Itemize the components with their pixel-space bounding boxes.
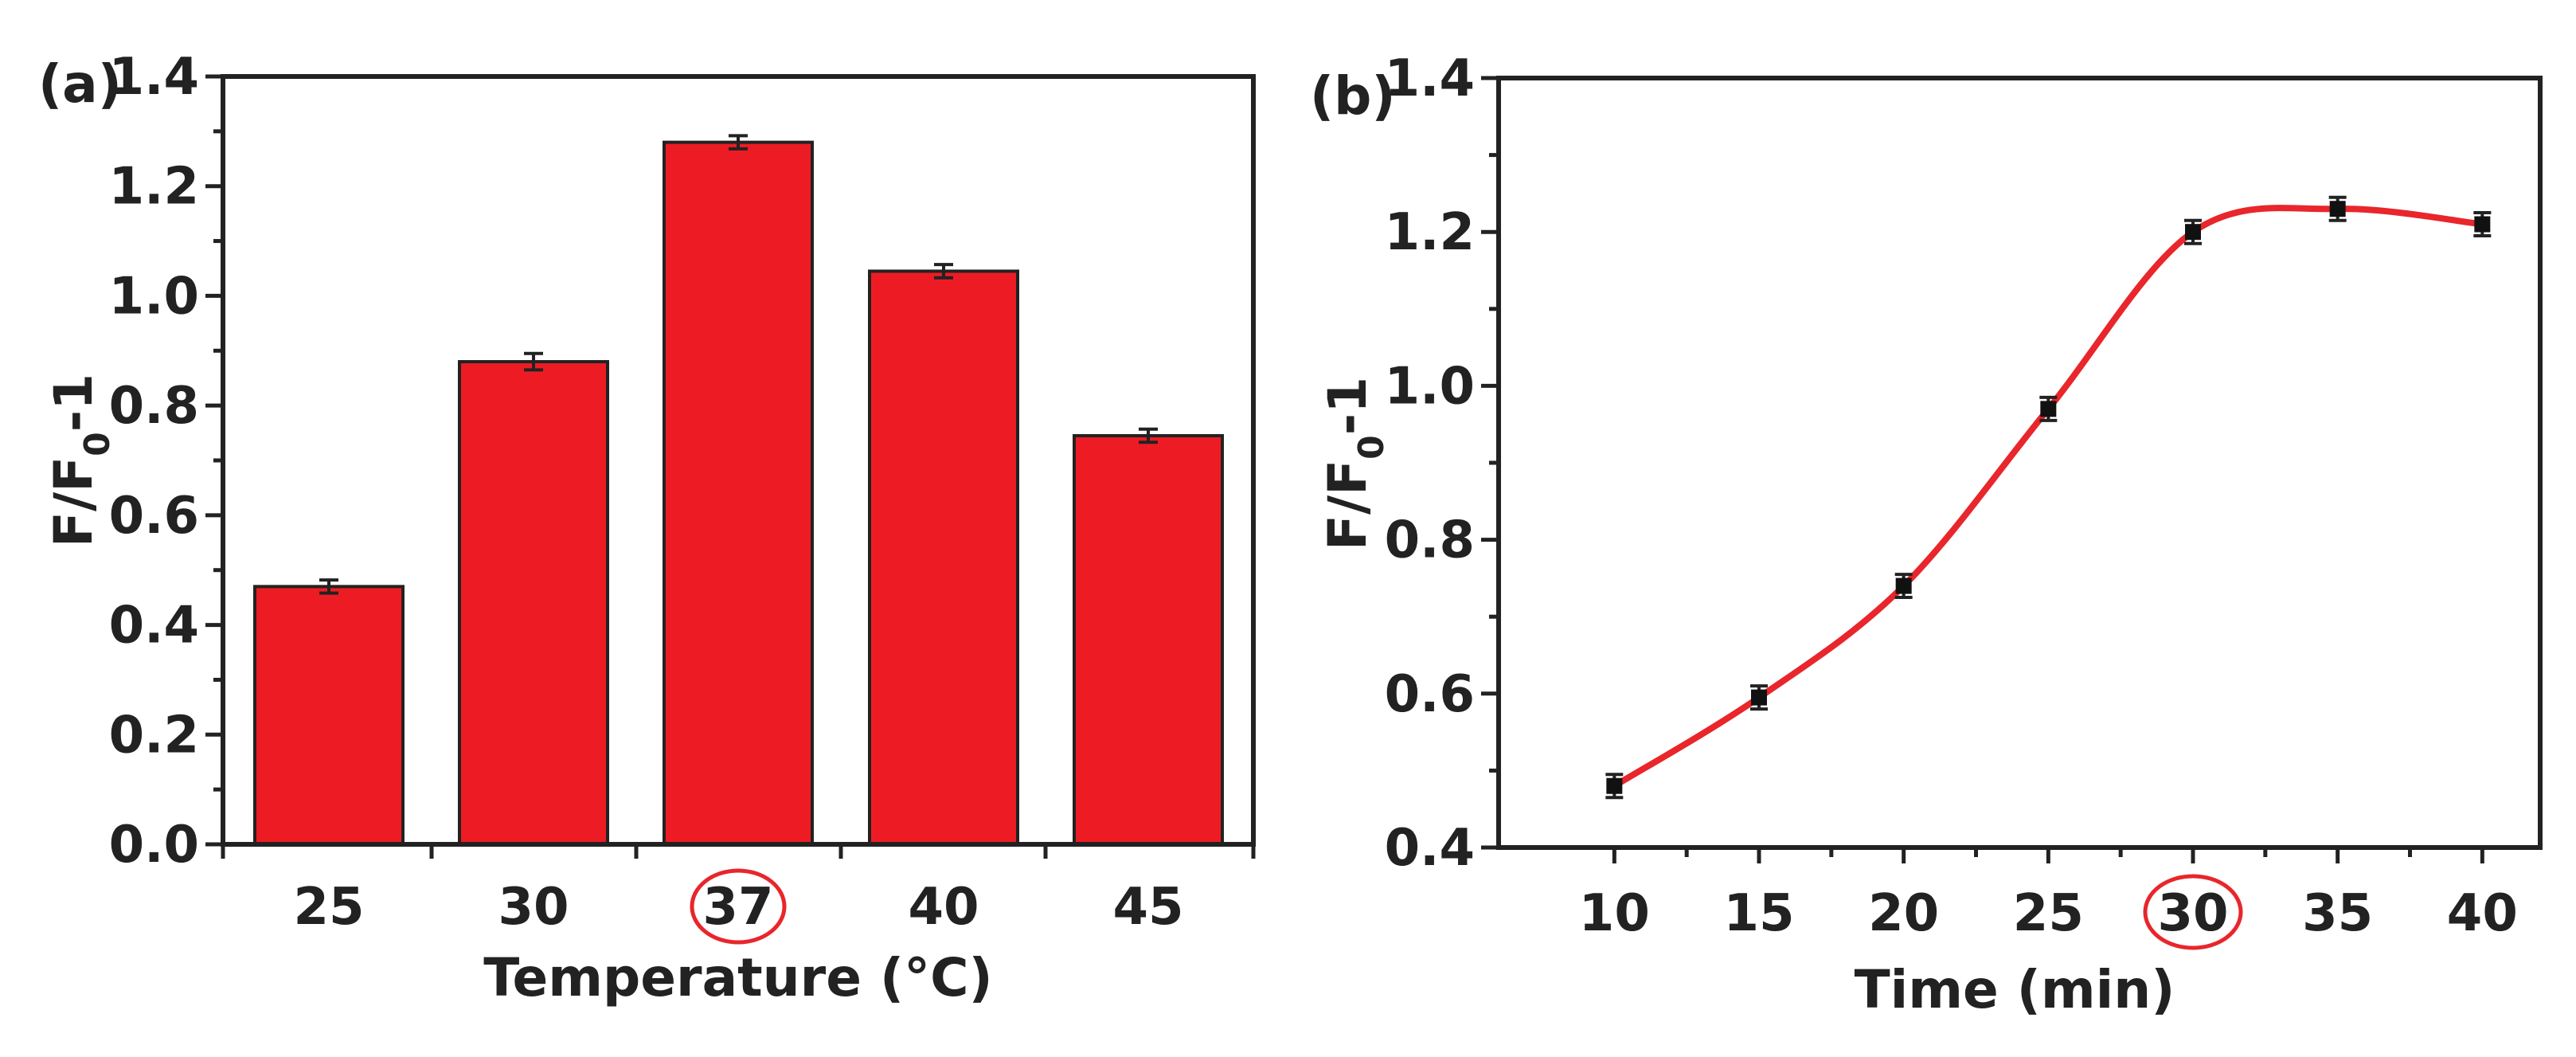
panel-a-label: (a): [38, 53, 122, 115]
error-bar-25: [319, 578, 338, 595]
bar-40: [868, 269, 1019, 846]
panel-b-y-label-tail: -1: [1317, 377, 1378, 435]
error-bar-40: [934, 263, 953, 280]
y-tick-label: 0.8: [1385, 511, 1475, 570]
panel-b-y-label-main: F/F: [1317, 460, 1378, 550]
y-tick-label: 0.6: [109, 487, 199, 546]
panel-b-highlight-circle: [2143, 874, 2243, 950]
panel-a-x-axis: 25 30 37 40 45: [221, 844, 1256, 937]
panel-b-x-label: Time (min): [1855, 959, 2175, 1020]
bar-45: [1073, 434, 1224, 846]
panel-b: (b) 0.4 0.6 0.8 1.0 1.2 1.4 10 15 20 25 30 35 40 Ti…: [1310, 49, 2543, 1020]
y-tick-label: 0.4: [109, 597, 199, 656]
x-tick-label: 37: [702, 878, 773, 937]
x-tick-label: 25: [2013, 884, 2084, 943]
y-tick-label: 1.2: [109, 158, 199, 217]
x-tick-label: 30: [2157, 884, 2228, 943]
y-tick-label: 0.6: [1385, 665, 1475, 724]
y-tick-label: 1.2: [1385, 203, 1475, 262]
panel-b-label: (b): [1310, 65, 1396, 127]
data-point-10: [1606, 777, 1623, 794]
panel-b-fit-curve: [1612, 205, 2483, 789]
y-tick-label: 0.0: [109, 816, 199, 875]
x-tick-label: 20: [1868, 884, 1939, 943]
x-tick-label: 45: [1112, 878, 1183, 937]
y-tick-label: 0.2: [109, 706, 199, 765]
bar-30: [458, 360, 609, 846]
x-tick-label: 10: [1579, 884, 1650, 943]
data-point-40: [2474, 216, 2491, 233]
panel-b-y-axis: 0.4 0.6 0.8 1.0 1.2 1.4: [1385, 49, 1499, 878]
bar-37: [663, 140, 814, 846]
panel-a-y-label-main: F/F: [43, 456, 104, 547]
error-bar-45: [1139, 427, 1158, 444]
panel-a: (a) 0.00.20.40.60.81.01.21.4 25 30 37 40 45 …: [38, 48, 1256, 1008]
data-point-25: [2040, 401, 2057, 417]
error-bar-37: [729, 134, 748, 151]
y-tick-label: 0.8: [109, 377, 199, 436]
y-tick-label: 1.4: [1385, 49, 1475, 108]
panel-b-x-axis: 10 15 20 25 30 35 40: [1579, 848, 2518, 943]
x-tick-label: 40: [908, 878, 979, 937]
error-bar-30: [524, 351, 543, 372]
panel-a-x-label: Temperature (°C): [483, 947, 992, 1008]
panel-a-y-label-tail: -1: [43, 374, 104, 432]
panel-a-error-bars: [319, 134, 1158, 595]
panel-a-bars: [253, 140, 1224, 846]
x-tick-label: 30: [498, 878, 569, 937]
panel-a-y-axis: 0.0 0.2 0.4 0.6 0.8 1.0 1.2 1.4: [109, 48, 223, 875]
y-tick-label: 0.4: [1385, 819, 1475, 878]
data-point-35: [2329, 201, 2346, 217]
panel-b-y-label-subscript: 0: [1351, 435, 1392, 460]
panel-b-y-label: F/F0-1: [1317, 377, 1392, 550]
panel-b-plot-frame: [1496, 76, 2543, 850]
data-point-20: [1895, 577, 1912, 594]
panel-a-highlight-circle: [690, 868, 787, 945]
y-tick-label: 1.0: [1385, 357, 1475, 416]
x-tick-label: 40: [2447, 884, 2518, 943]
x-tick-label: 25: [293, 878, 364, 937]
panel-b-points: [1606, 201, 2491, 794]
x-tick-label: 35: [2302, 884, 2373, 943]
bar-25: [253, 585, 405, 846]
x-tick-label: 15: [1723, 884, 1794, 943]
y-tick-label: 1.0: [109, 267, 199, 326]
y-tick-label: 1.4: [109, 48, 199, 107]
data-point-30: [2185, 224, 2201, 241]
data-point-15: [1751, 689, 1767, 706]
panel-a-y-label: F/F0-1: [43, 374, 118, 547]
panel-a-y-label-subscript: 0: [77, 432, 118, 456]
